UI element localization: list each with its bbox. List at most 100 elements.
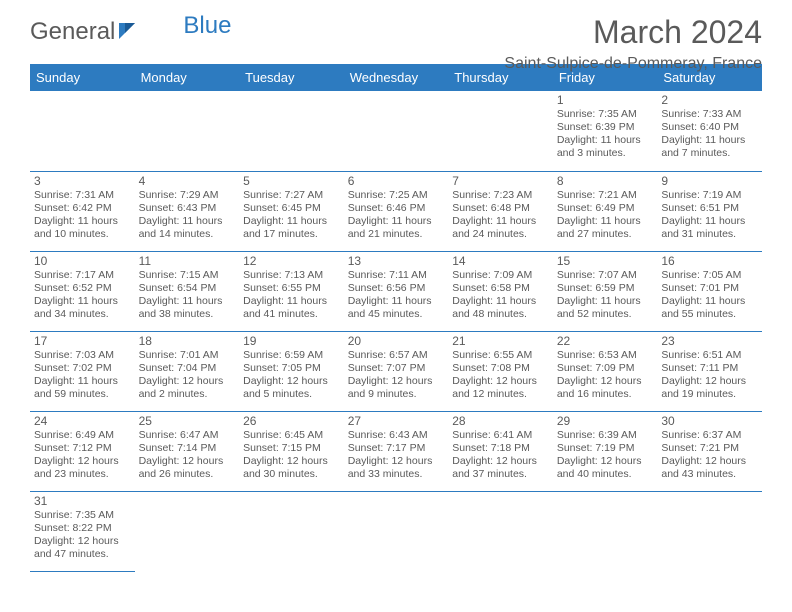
brand-flag-icon: [119, 23, 141, 44]
day-number: 7: [452, 174, 549, 188]
day-number: 15: [557, 254, 654, 268]
calendar-day-cell: [553, 491, 658, 571]
calendar-day-cell: [657, 491, 762, 571]
day-number: 24: [34, 414, 131, 428]
day-sun-info: Sunrise: 7:17 AMSunset: 6:52 PMDaylight:…: [34, 269, 131, 322]
day-number: 8: [557, 174, 654, 188]
calendar-day-cell: 12Sunrise: 7:13 AMSunset: 6:55 PMDayligh…: [239, 251, 344, 331]
day-sun-info: Sunrise: 7:05 AMSunset: 7:01 PMDaylight:…: [661, 269, 758, 322]
calendar-week-row: 1Sunrise: 7:35 AMSunset: 6:39 PMDaylight…: [30, 91, 762, 171]
day-number: 27: [348, 414, 445, 428]
day-sun-info: Sunrise: 6:47 AMSunset: 7:14 PMDaylight:…: [139, 429, 236, 482]
day-sun-info: Sunrise: 7:23 AMSunset: 6:48 PMDaylight:…: [452, 189, 549, 242]
day-number: 25: [139, 414, 236, 428]
day-number: 26: [243, 414, 340, 428]
day-number: 23: [661, 334, 758, 348]
day-sun-info: Sunrise: 7:29 AMSunset: 6:43 PMDaylight:…: [139, 189, 236, 242]
day-sun-info: Sunrise: 6:37 AMSunset: 7:21 PMDaylight:…: [661, 429, 758, 482]
month-title: March 2024: [504, 14, 762, 51]
calendar-day-cell: 24Sunrise: 6:49 AMSunset: 7:12 PMDayligh…: [30, 411, 135, 491]
weekday-header: Sunday: [30, 64, 135, 91]
calendar-day-cell: 20Sunrise: 6:57 AMSunset: 7:07 PMDayligh…: [344, 331, 449, 411]
day-sun-info: Sunrise: 6:53 AMSunset: 7:09 PMDaylight:…: [557, 349, 654, 402]
day-number: 29: [557, 414, 654, 428]
day-sun-info: Sunrise: 7:33 AMSunset: 6:40 PMDaylight:…: [661, 108, 758, 161]
day-number: 10: [34, 254, 131, 268]
location-label: Saint-Sulpice-de-Pommeray, France: [504, 55, 762, 73]
day-number: 17: [34, 334, 131, 348]
day-number: 21: [452, 334, 549, 348]
day-sun-info: Sunrise: 6:43 AMSunset: 7:17 PMDaylight:…: [348, 429, 445, 482]
calendar-day-cell: [239, 491, 344, 571]
day-number: 5: [243, 174, 340, 188]
day-number: 19: [243, 334, 340, 348]
calendar-week-row: 31Sunrise: 7:35 AMSunset: 8:22 PMDayligh…: [30, 491, 762, 571]
calendar-day-cell: 30Sunrise: 6:37 AMSunset: 7:21 PMDayligh…: [657, 411, 762, 491]
calendar-day-cell: 16Sunrise: 7:05 AMSunset: 7:01 PMDayligh…: [657, 251, 762, 331]
calendar-day-cell: [344, 491, 449, 571]
day-number: 11: [139, 254, 236, 268]
day-sun-info: Sunrise: 7:35 AMSunset: 8:22 PMDaylight:…: [34, 509, 131, 562]
day-sun-info: Sunrise: 6:59 AMSunset: 7:05 PMDaylight:…: [243, 349, 340, 402]
calendar-day-cell: 17Sunrise: 7:03 AMSunset: 7:02 PMDayligh…: [30, 331, 135, 411]
day-number: 3: [34, 174, 131, 188]
calendar-day-cell: 23Sunrise: 6:51 AMSunset: 7:11 PMDayligh…: [657, 331, 762, 411]
day-sun-info: Sunrise: 6:49 AMSunset: 7:12 PMDaylight:…: [34, 429, 131, 482]
weekday-header: Wednesday: [344, 64, 449, 91]
day-number: 4: [139, 174, 236, 188]
calendar-day-cell: 1Sunrise: 7:35 AMSunset: 6:39 PMDaylight…: [553, 91, 658, 171]
day-sun-info: Sunrise: 7:15 AMSunset: 6:54 PMDaylight:…: [139, 269, 236, 322]
day-sun-info: Sunrise: 6:55 AMSunset: 7:08 PMDaylight:…: [452, 349, 549, 402]
day-number: 1: [557, 93, 654, 107]
calendar-day-cell: [448, 91, 553, 171]
day-number: 2: [661, 93, 758, 107]
day-sun-info: Sunrise: 7:19 AMSunset: 6:51 PMDaylight:…: [661, 189, 758, 242]
calendar-day-cell: 26Sunrise: 6:45 AMSunset: 7:15 PMDayligh…: [239, 411, 344, 491]
calendar-week-row: 17Sunrise: 7:03 AMSunset: 7:02 PMDayligh…: [30, 331, 762, 411]
calendar-day-cell: [135, 491, 240, 571]
day-sun-info: Sunrise: 6:57 AMSunset: 7:07 PMDaylight:…: [348, 349, 445, 402]
calendar-week-row: 10Sunrise: 7:17 AMSunset: 6:52 PMDayligh…: [30, 251, 762, 331]
day-number: 12: [243, 254, 340, 268]
day-number: 31: [34, 494, 131, 508]
calendar-day-cell: [135, 91, 240, 171]
weekday-header: Tuesday: [239, 64, 344, 91]
calendar-day-cell: [239, 91, 344, 171]
calendar-day-cell: 5Sunrise: 7:27 AMSunset: 6:45 PMDaylight…: [239, 171, 344, 251]
calendar-day-cell: [448, 491, 553, 571]
calendar-day-cell: 15Sunrise: 7:07 AMSunset: 6:59 PMDayligh…: [553, 251, 658, 331]
calendar-day-cell: 8Sunrise: 7:21 AMSunset: 6:49 PMDaylight…: [553, 171, 658, 251]
calendar-day-cell: 28Sunrise: 6:41 AMSunset: 7:18 PMDayligh…: [448, 411, 553, 491]
calendar-grid: Sunday Monday Tuesday Wednesday Thursday…: [30, 64, 762, 572]
day-sun-info: Sunrise: 7:25 AMSunset: 6:46 PMDaylight:…: [348, 189, 445, 242]
calendar-day-cell: 22Sunrise: 6:53 AMSunset: 7:09 PMDayligh…: [553, 331, 658, 411]
calendar-day-cell: 7Sunrise: 7:23 AMSunset: 6:48 PMDaylight…: [448, 171, 553, 251]
day-sun-info: Sunrise: 7:21 AMSunset: 6:49 PMDaylight:…: [557, 189, 654, 242]
day-sun-info: Sunrise: 7:13 AMSunset: 6:55 PMDaylight:…: [243, 269, 340, 322]
calendar-day-cell: 11Sunrise: 7:15 AMSunset: 6:54 PMDayligh…: [135, 251, 240, 331]
day-sun-info: Sunrise: 7:27 AMSunset: 6:45 PMDaylight:…: [243, 189, 340, 242]
calendar-day-cell: [344, 91, 449, 171]
calendar-day-cell: 31Sunrise: 7:35 AMSunset: 8:22 PMDayligh…: [30, 491, 135, 571]
calendar-day-cell: 4Sunrise: 7:29 AMSunset: 6:43 PMDaylight…: [135, 171, 240, 251]
page-header: General Blue March 2024 Saint-Sulpice-de…: [0, 0, 792, 56]
day-number: 6: [348, 174, 445, 188]
day-number: 9: [661, 174, 758, 188]
calendar-day-cell: 29Sunrise: 6:39 AMSunset: 7:19 PMDayligh…: [553, 411, 658, 491]
calendar-day-cell: 27Sunrise: 6:43 AMSunset: 7:17 PMDayligh…: [344, 411, 449, 491]
day-sun-info: Sunrise: 6:39 AMSunset: 7:19 PMDaylight:…: [557, 429, 654, 482]
calendar-week-row: 24Sunrise: 6:49 AMSunset: 7:12 PMDayligh…: [30, 411, 762, 491]
day-sun-info: Sunrise: 7:07 AMSunset: 6:59 PMDaylight:…: [557, 269, 654, 322]
calendar-day-cell: 19Sunrise: 6:59 AMSunset: 7:05 PMDayligh…: [239, 331, 344, 411]
calendar-day-cell: 21Sunrise: 6:55 AMSunset: 7:08 PMDayligh…: [448, 331, 553, 411]
calendar-day-cell: 3Sunrise: 7:31 AMSunset: 6:42 PMDaylight…: [30, 171, 135, 251]
day-number: 13: [348, 254, 445, 268]
calendar-day-cell: 10Sunrise: 7:17 AMSunset: 6:52 PMDayligh…: [30, 251, 135, 331]
day-sun-info: Sunrise: 6:41 AMSunset: 7:18 PMDaylight:…: [452, 429, 549, 482]
day-sun-info: Sunrise: 6:45 AMSunset: 7:15 PMDaylight:…: [243, 429, 340, 482]
calendar-day-cell: 2Sunrise: 7:33 AMSunset: 6:40 PMDaylight…: [657, 91, 762, 171]
calendar-day-cell: 13Sunrise: 7:11 AMSunset: 6:56 PMDayligh…: [344, 251, 449, 331]
day-sun-info: Sunrise: 7:09 AMSunset: 6:58 PMDaylight:…: [452, 269, 549, 322]
brand-part1: General: [30, 18, 115, 46]
day-number: 28: [452, 414, 549, 428]
